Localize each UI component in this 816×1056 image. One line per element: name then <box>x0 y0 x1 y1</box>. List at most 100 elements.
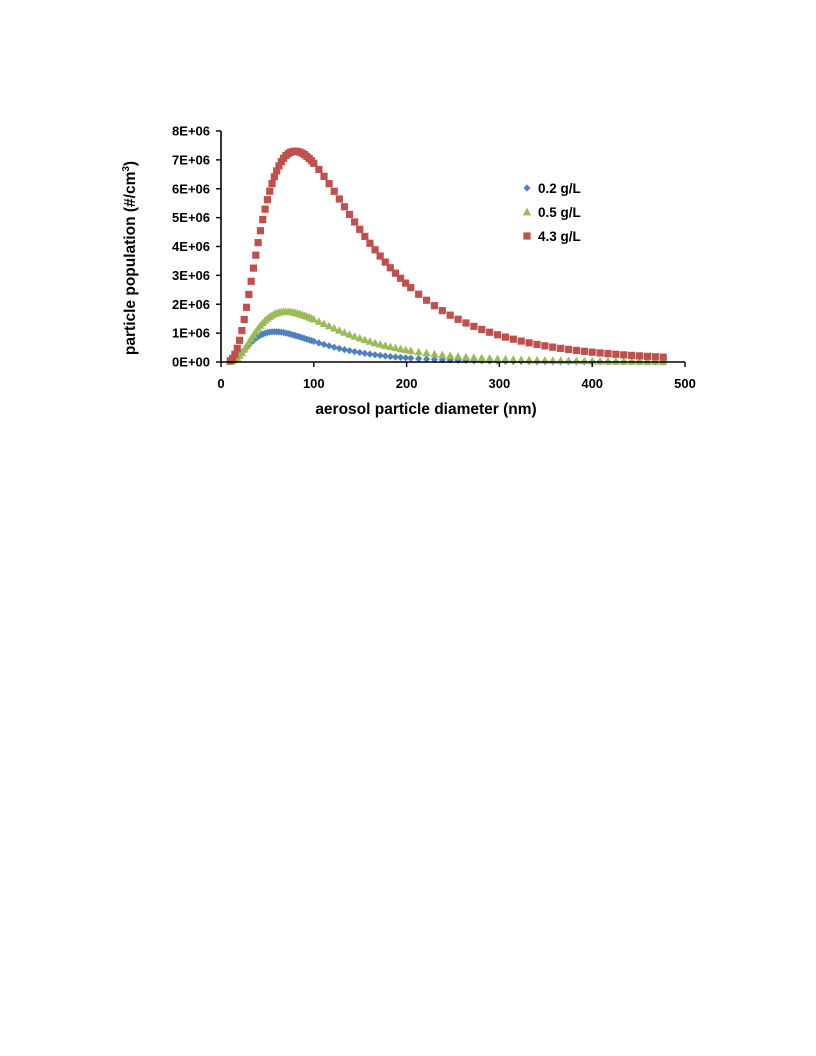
x-tick-label: 0 <box>217 376 224 391</box>
data-point <box>310 337 318 345</box>
data-point <box>430 349 439 358</box>
data-point <box>375 340 385 348</box>
data-point <box>415 290 423 298</box>
data-point <box>371 351 379 359</box>
data-point <box>509 335 517 343</box>
x-tick-label: 100 <box>303 376 325 391</box>
data-point <box>580 347 588 355</box>
data-point <box>391 269 400 277</box>
legend-label: 0.5 g/L <box>538 205 581 220</box>
data-point <box>238 327 246 335</box>
legend: 0.2 g/L 0.5 g/L 4.3 g/L <box>522 181 581 244</box>
data-point <box>580 356 589 365</box>
data-point <box>651 353 659 361</box>
x-tick-label: 500 <box>674 376 696 391</box>
y-tick-label: 3E+06 <box>172 268 210 283</box>
data-point <box>268 179 276 188</box>
data-point <box>235 336 244 344</box>
data-point <box>249 264 258 272</box>
data-point <box>611 357 621 365</box>
data-point <box>252 334 260 342</box>
legend-label: 0.2 g/L <box>538 181 581 196</box>
data-point <box>469 353 479 361</box>
data-point <box>315 165 323 174</box>
x-tick-label: 300 <box>489 376 511 391</box>
data-point <box>595 356 605 365</box>
data-point <box>493 331 502 339</box>
legend-item: 0.5 g/L <box>522 205 581 220</box>
data-point <box>340 346 349 354</box>
data-point <box>391 343 400 352</box>
data-point <box>564 345 573 354</box>
data-point <box>252 251 260 259</box>
data-point <box>366 239 374 247</box>
data-point <box>356 225 364 233</box>
x-tick-label: 200 <box>396 376 418 391</box>
data-point <box>396 353 405 362</box>
data-point <box>355 333 364 342</box>
legend-marker <box>523 184 531 192</box>
data-point <box>340 328 349 336</box>
data-point <box>470 322 478 330</box>
data-point <box>415 355 423 363</box>
data-point <box>477 353 486 362</box>
data-point <box>360 335 370 344</box>
data-point <box>620 351 628 359</box>
data-point <box>635 357 644 365</box>
y-axis-title-close: ) <box>122 161 139 166</box>
data-point <box>628 351 636 359</box>
data-point <box>240 315 248 324</box>
data-point <box>478 325 486 334</box>
data-point <box>407 354 415 362</box>
data-point <box>256 227 265 235</box>
data-point <box>462 319 470 327</box>
data-point <box>319 319 329 328</box>
data-point <box>320 172 328 180</box>
data-point <box>430 302 439 310</box>
data-point <box>314 317 324 325</box>
data-point <box>422 355 431 363</box>
legend-marker <box>522 207 532 216</box>
legend-item: 4.3 g/L <box>523 229 581 244</box>
y-axis-title-main: particle population (#/cm <box>122 172 139 355</box>
data-point <box>345 210 354 219</box>
y-tick-label: 7E+06 <box>172 152 210 167</box>
legend-label: 4.3 g/L <box>538 229 581 244</box>
data-point <box>588 348 596 356</box>
legend-marker <box>523 232 531 240</box>
y-axis-title: particle population (#/cm3) <box>121 161 139 355</box>
series-triangle <box>226 307 668 365</box>
y-tick-label: 8E+06 <box>172 124 210 139</box>
data-point <box>604 350 612 358</box>
data-point <box>381 341 390 349</box>
data-point <box>356 348 364 357</box>
data-point <box>651 357 660 365</box>
data-point <box>422 296 431 304</box>
y-tick-label: 4E+06 <box>172 239 210 254</box>
data-point <box>643 352 652 360</box>
x-axis-title: aerosol particle diameter (nm) <box>315 401 536 418</box>
data-point <box>396 344 405 353</box>
data-point <box>619 357 628 365</box>
data-point <box>572 346 581 355</box>
data-point <box>370 338 380 347</box>
series-square <box>226 147 667 365</box>
data-point <box>229 354 237 363</box>
data-point <box>247 277 255 285</box>
data-point <box>485 354 494 362</box>
data-point <box>438 350 447 359</box>
data-point <box>386 264 394 272</box>
data-point <box>501 354 510 363</box>
data-point <box>596 349 604 357</box>
data-point <box>351 348 359 356</box>
y-tick-label: 5E+06 <box>172 210 210 225</box>
data-point <box>340 203 349 211</box>
y-axis-title-sup: 3 <box>121 166 132 172</box>
data-point <box>402 354 410 362</box>
data-point <box>453 352 463 360</box>
data-point <box>351 218 359 226</box>
data-point <box>330 323 339 332</box>
x-tick-label: 400 <box>581 376 603 391</box>
data-point <box>635 352 644 360</box>
